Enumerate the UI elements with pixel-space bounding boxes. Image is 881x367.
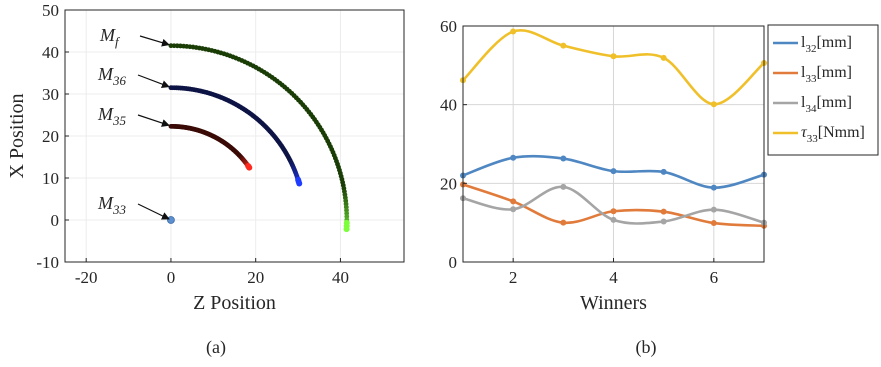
legend-name-subscript: 33 <box>805 73 817 85</box>
legend-entry: l33[mm] <box>801 64 852 85</box>
annotation-arrow <box>137 114 170 127</box>
legend-name-unit: [mm] <box>816 64 852 81</box>
legend-name-main: l <box>801 94 806 111</box>
data-point <box>610 208 617 215</box>
y-tick-label: 20 <box>42 127 59 146</box>
annotation-subscript: f <box>115 34 121 49</box>
panel-a-scatter: -20 0 20 40 -10 0 10 20 30 40 50 Z Position X Positi… <box>6 1 405 358</box>
y-tick-label: 40 <box>440 96 457 115</box>
legend-name-unit: [mm] <box>816 94 852 111</box>
data-point <box>660 208 667 215</box>
y-tick-label: 40 <box>42 43 59 62</box>
x-tick-label: 4 <box>609 268 618 287</box>
legend-name-subscript: 34 <box>805 103 817 115</box>
annotation-main: M <box>97 104 114 124</box>
panel-caption-b: (b) <box>636 337 657 358</box>
x-tick-label: 20 <box>247 268 264 287</box>
legend-name-main: τ <box>801 124 808 141</box>
legend-name-unit: [mm] <box>816 34 852 51</box>
data-point <box>710 220 717 227</box>
data-point <box>560 155 567 162</box>
legend-name-main: l <box>801 64 806 81</box>
legend-name-unit: [Nmm] <box>818 124 865 141</box>
annotation-subscript: 33 <box>112 202 127 217</box>
data-point <box>660 168 667 175</box>
data-point <box>660 54 667 61</box>
panel-caption-a: (a) <box>206 337 226 358</box>
legend-entry: l32[mm] <box>801 34 852 55</box>
data-point <box>510 198 517 205</box>
legend-name-main: l <box>801 34 806 51</box>
data-point <box>610 216 617 223</box>
y-tick-label: 20 <box>440 174 457 193</box>
data-point <box>660 218 667 225</box>
data-point <box>610 53 617 60</box>
x-tick-label: 6 <box>710 268 719 287</box>
y-tick-label: 0 <box>449 253 458 272</box>
series-annotation-label: Mf <box>99 25 121 49</box>
annotation-arrow <box>137 203 170 220</box>
x-tick-label: 40 <box>332 268 349 287</box>
series-annotation-label: M33 <box>97 193 127 217</box>
x-tick-label: 0 <box>167 268 176 287</box>
panel-b-line-chart: 2 4 60204060Winnersl32[mm]l33[mm]l34[mm]τ3… <box>440 17 879 358</box>
data-point <box>560 183 567 190</box>
data-point <box>510 206 517 213</box>
data-point <box>710 184 717 191</box>
data-point <box>510 154 517 161</box>
y-tick-label: 10 <box>42 169 59 188</box>
data-point <box>710 101 717 108</box>
data-point <box>610 168 617 175</box>
data-point <box>560 219 567 226</box>
annotation-main: M <box>97 64 114 84</box>
data-point <box>296 180 303 187</box>
y-tick-label: 50 <box>42 1 59 20</box>
y-tick-label: 30 <box>42 85 59 104</box>
legend-entry: l34[mm] <box>801 94 852 115</box>
series-annotation-label: M36 <box>97 64 127 88</box>
annotation-main: M <box>99 25 116 45</box>
legend-entry: τ33[Nmm] <box>801 124 865 145</box>
x-tick-label: 2 <box>509 268 518 287</box>
annotation-main: M <box>97 193 114 213</box>
data-point <box>510 28 517 35</box>
legend-name-subscript: 33 <box>807 133 819 145</box>
x-axis-label: Winners <box>580 292 647 314</box>
y-axis-label: X Position <box>6 93 28 178</box>
x-tick-label: -20 <box>75 268 98 287</box>
y-tick-label: 60 <box>440 17 457 36</box>
legend-name-subscript: 32 <box>805 43 816 55</box>
data-point <box>343 226 350 233</box>
data-point <box>710 206 717 213</box>
y-tick-label: 0 <box>51 211 60 230</box>
annotation-subscript: 35 <box>112 113 127 128</box>
series-annotation-label: M35 <box>97 104 127 128</box>
data-point <box>167 216 175 224</box>
data-point <box>560 42 567 49</box>
x-axis-label: Z Position <box>193 292 276 314</box>
annotation-subscript: 36 <box>112 73 127 88</box>
annotation-arrow <box>139 35 170 47</box>
y-tick-label: -10 <box>36 253 59 272</box>
annotation-arrow <box>137 74 170 88</box>
data-point <box>246 164 253 171</box>
